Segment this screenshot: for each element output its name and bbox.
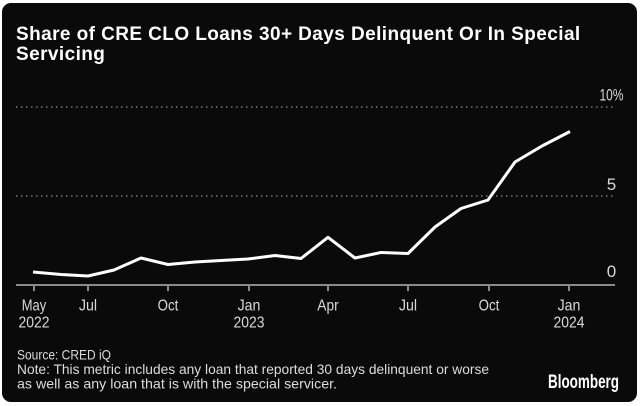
svg-text:5: 5 [607, 175, 616, 194]
svg-text:as well as any loan that is wi: as well as any loan that is with the spe… [17, 376, 337, 392]
svg-text:Oct: Oct [479, 297, 500, 314]
svg-text:Oct: Oct [158, 297, 179, 314]
svg-text:2024: 2024 [554, 314, 585, 332]
svg-text:Apr: Apr [317, 297, 338, 315]
svg-text:10%: 10% [600, 86, 624, 105]
svg-text:May: May [22, 297, 47, 315]
svg-text:Source: CRED iQ: Source: CRED iQ [17, 347, 111, 363]
svg-text:Jul: Jul [399, 297, 417, 315]
svg-text:Jan: Jan [558, 297, 581, 315]
svg-text:Jan: Jan [238, 297, 261, 315]
svg-text:2023: 2023 [234, 314, 265, 332]
svg-text:Bloomberg: Bloomberg [548, 372, 619, 393]
svg-text:0: 0 [607, 262, 616, 281]
svg-text:2022: 2022 [19, 314, 50, 332]
svg-text:Note: This metric includes any: Note: This metric includes any loan that… [17, 361, 489, 377]
svg-text:Jul: Jul [79, 297, 97, 315]
